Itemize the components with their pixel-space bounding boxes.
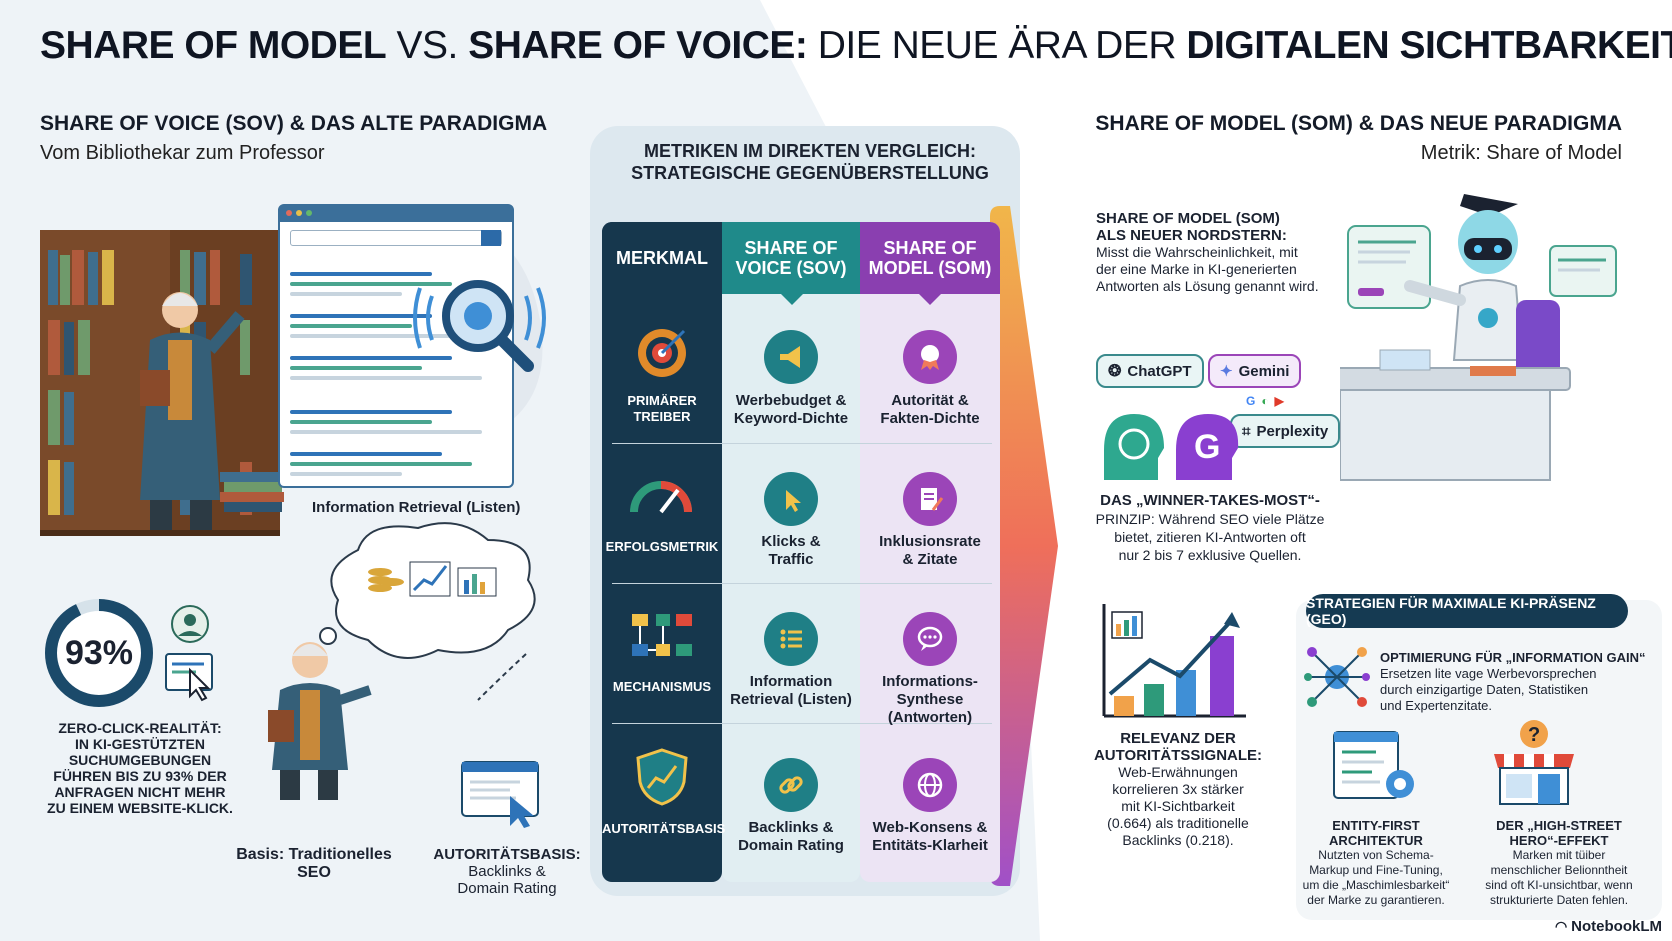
som-success-metric: Inklusionsrate & Zitate [879,533,981,568]
chatgpt-icon: ❂ [1108,363,1122,380]
som-primary-driver: Autorität & Fakten-Dichte [880,392,980,427]
row-label-primary-driver: PRIMÄRER TREIBER [627,393,697,424]
chat-bubble-icon [903,612,957,666]
robot-professor-illustration [1340,194,1617,481]
bookshelf-illustration [40,230,284,536]
merkmal-header: MERKMAL [602,222,722,294]
comparison-heading: METRIKEN IM DIREKTEN VERGLEICH: STRATEGI… [631,141,989,183]
gemini-sparkle-icon: ✦ [1220,363,1233,380]
page-title: SHARE OF MODEL VS. SHARE OF VOICE: DIE N… [40,24,1672,67]
search-icon [481,230,501,246]
megaphone-icon [764,330,818,384]
sov-heading: SHARE OF VOICE (SOV) & DAS ALTE PARADIGM… [40,112,548,135]
flowchart-icon [632,614,692,656]
sov-subheading: Vom Bibliothekar zum Professor [40,142,325,164]
gauge-icon [630,481,692,514]
percent-ring [45,599,153,707]
growth-chart-icon [1102,604,1246,718]
search-bar [290,230,502,246]
row-divider [612,723,992,724]
zero-click-text: ZERO-CLICK-REALITÄT: IN KI-GESTÜTZTEN SU… [47,720,233,816]
network-icon [1304,647,1370,707]
stat-value: 93% [64,634,134,672]
svg-text:?: ? [1528,724,1540,746]
sov-header-pointer [780,293,804,305]
window-titlebar [280,206,512,222]
shield-chart-icon [636,748,688,806]
perplexity-icon: ⌗ [1242,422,1251,440]
magnifier-icon [413,280,546,372]
sov-primary-driver: Werbebudget & Keyword-Dichte [733,392,849,427]
sov-authority-basis: Backlinks & Domain Rating [738,819,844,854]
geo-info-gain: OPTIMIERUNG FÜR „INFORMATION GAIN“ Erset… [1380,650,1646,713]
som-heading: SHARE OF MODEL (SOM) & DAS NEUE PARADIGM… [1095,112,1622,135]
thinking-professor-illustration [268,522,536,800]
list-icon [764,612,818,666]
sov-success-metric: Klicks & Traffic [761,533,821,568]
retrieval-caption: Information Retrieval (Listen) [312,499,521,516]
user-click-icon [165,605,213,702]
gemini-chip: ✦ Gemini [1208,354,1302,388]
cursor-click-icon [764,472,818,526]
gear-target-icon [638,329,686,377]
authority-caption: AUTORITÄTSBASIS: Backlinks & Domain Rati… [433,846,581,897]
row-divider [612,443,992,444]
row-label-success-metric: ERFOLGSMETRIK [605,539,719,554]
row-label-authority-basis: AUTORITÄTSBASIS [602,821,726,836]
som-mechanism: Informations- Synthese (Antworten) [882,673,978,726]
link-icon [764,758,818,812]
perplexity-chip: ⌗ Perplexity [1230,414,1341,448]
som-header-pointer [918,293,942,305]
chatgpt-chip: ❂ ChatGPT [1096,354,1204,388]
geo-high-street-hero: DER „HIGH-STREET HERO“-EFFEKT Marken mit… [1485,818,1633,907]
code-gear-icon [1333,731,1414,799]
svg-text:G: G [1194,428,1220,466]
globe-icon [903,758,957,812]
som-header: SHARE OF MODEL (SOM) [860,222,1000,294]
som-authority-basis: Web-Konsens & Entitäts-Klarheit [872,819,988,854]
northstar-block: SHARE OF MODEL (SOM) ALS NEUER NORDSTERN… [1096,210,1319,294]
award-ribbon-icon [903,330,957,384]
browser-click-icon [461,761,539,828]
result-lines [290,272,482,476]
document-edit-icon [903,472,957,526]
geo-strategies-pill: STRATEGIEN FÜR MAXIMALE KI-PRÄSENZ (GEO) [1306,594,1628,628]
google-apps-icons: G ◐ ▶ [1246,394,1284,408]
notebooklm-logo-icon: ◠ [1554,918,1568,934]
storefront-question-icon: ? [1494,720,1574,805]
sov-mechanism: Information Retrieval (Listen) [730,673,852,708]
som-subheading: Metrik: Share of Model [1420,142,1622,164]
row-label-mechanism: MECHANISMUS [612,679,712,694]
basis-caption: Basis: Traditionelles SEO [236,846,392,881]
relevance-block: RELEVANZ DER AUTORITÄTSSIGNALE: Web-Erwä… [1093,730,1263,848]
arrow-shape [990,206,1058,886]
winner-takes-most: DAS „WINNER-TAKES-MOST“- PRINZIP: Währen… [1095,492,1325,563]
notebooklm-brand: ◠ NotebookLM [1554,918,1662,935]
sov-header: SHARE OF VOICE (SOV) [722,222,860,294]
row-divider [612,583,992,584]
ai-heads-icon: G [1104,414,1239,480]
geo-entity-first: ENTITY-FIRST ARCHITEKTUR Nutzten von Sch… [1302,818,1450,907]
